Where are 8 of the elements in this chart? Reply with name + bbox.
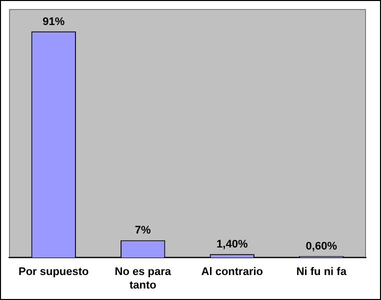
data-label: 1,40% [216, 238, 248, 251]
data-label: 7% [134, 224, 152, 237]
data-label: 91% [42, 16, 65, 28]
x-tick-label: Por supuesto [18, 266, 90, 278]
data-label: 0,60% [306, 240, 338, 253]
x-tick-label: Al contrario [201, 266, 264, 278]
x-tick-label: Ni fu ni fa [296, 266, 348, 278]
x-tick-label: No es para tanto [114, 266, 172, 292]
